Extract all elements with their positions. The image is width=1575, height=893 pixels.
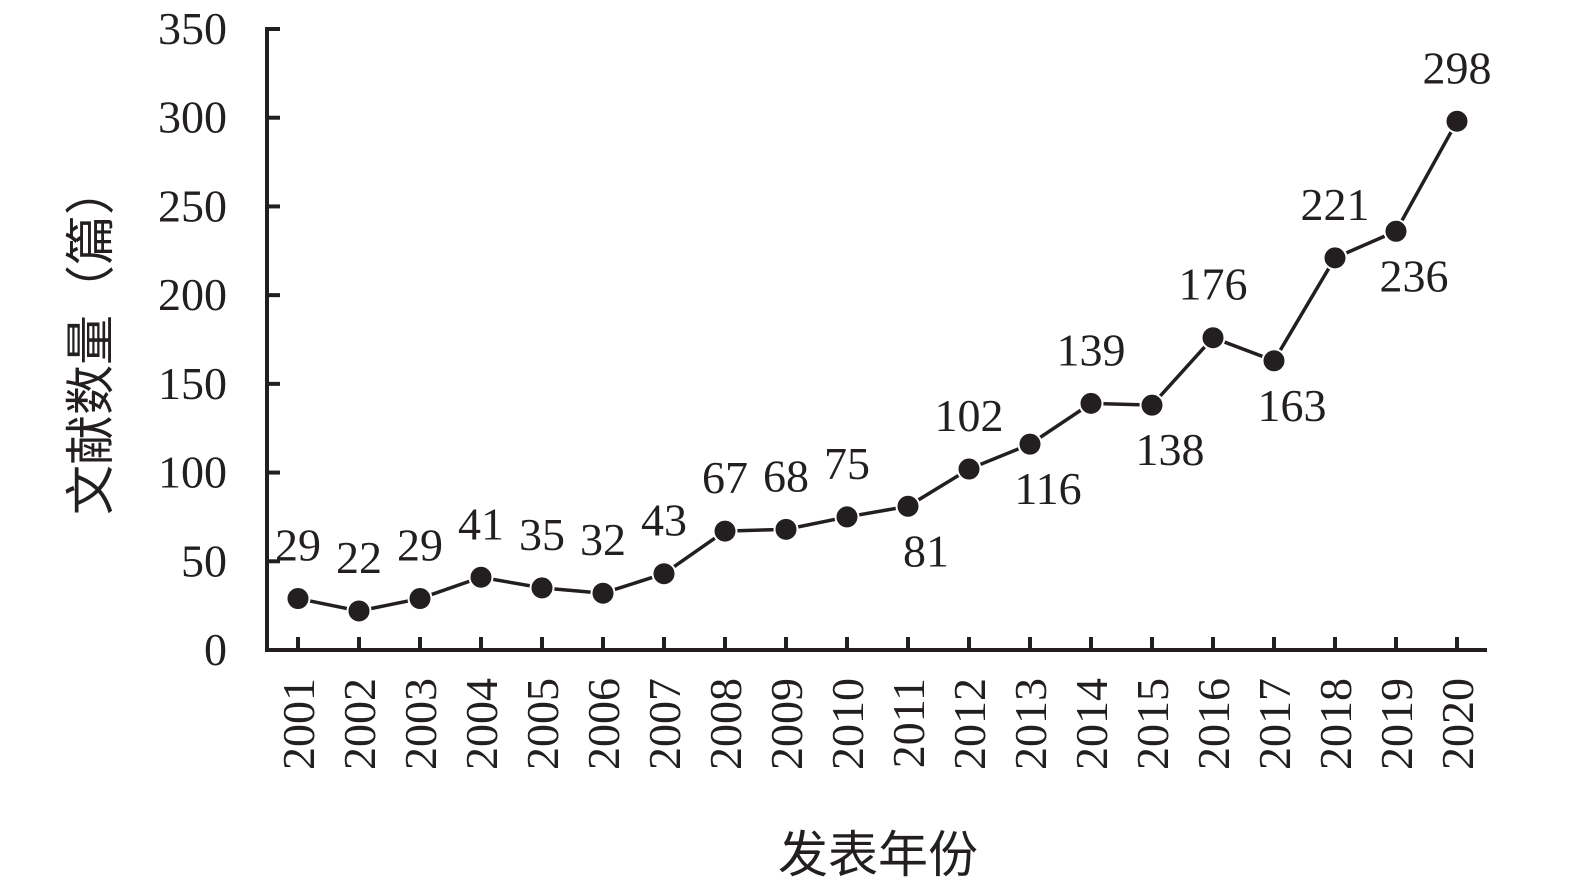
data-label: 32 [580,514,626,565]
y-tick-label: 50 [181,535,227,586]
data-label: 67 [702,452,748,503]
data-label: 22 [336,532,382,583]
y-axis-title: 文献数量（篇） [63,165,119,515]
data-point [1444,108,1470,134]
data-label: 75 [824,438,870,489]
x-tick-label: 2005 [517,678,568,770]
x-tick-label: 2017 [1249,678,1300,770]
y-tick-label: 150 [158,358,227,409]
x-tick-label: 2012 [944,678,995,770]
data-point [834,504,860,530]
data-label: 236 [1380,250,1449,301]
data-label: 29 [275,520,321,571]
data-point [1017,431,1043,457]
data-point [1261,348,1287,374]
data-label: 163 [1258,380,1327,431]
data-point [1322,245,1348,271]
data-point [407,586,433,612]
data-point [1383,218,1409,244]
x-tick-label: 2002 [334,678,385,770]
x-tick-label: 2008 [700,678,751,770]
x-tick-label: 2010 [822,678,873,770]
data-label: 139 [1057,324,1126,375]
data-point [651,561,677,587]
data-point [590,580,616,606]
x-tick-label: 2020 [1432,678,1483,770]
y-tick-label: 350 [158,3,227,54]
data-label: 29 [397,520,443,571]
data-label: 298 [1423,42,1492,93]
data-label: 221 [1301,179,1370,230]
data-point [895,493,921,519]
data-point [712,518,738,544]
data-label: 35 [519,509,565,560]
data-point [773,516,799,542]
x-tick-label: 2015 [1127,678,1178,770]
y-tick-label: 100 [158,447,227,498]
x-tick-label: 2019 [1371,678,1422,770]
data-point [346,598,372,624]
y-axis-ticks: 0 50 100 150 200 250 300 350 [158,3,280,675]
y-tick-label: 250 [158,180,227,231]
x-tick-label: 2016 [1188,678,1239,770]
x-tick-label: 2009 [761,678,812,770]
data-label: 81 [903,525,949,576]
data-point [468,564,494,590]
data-point [1078,390,1104,416]
x-tick-label: 2014 [1066,678,1117,770]
data-point [285,586,311,612]
x-axis-ticks: 2001 2002 2003 2004 2005 2006 2007 2008 2009 2010… [273,637,1483,770]
data-point [1139,392,1165,418]
y-tick-label: 0 [204,624,227,675]
data-point [956,456,982,482]
data-label: 41 [458,498,504,549]
data-label: 176 [1179,259,1248,310]
data-points [285,108,1470,624]
x-tick-label: 2013 [1005,678,1056,770]
data-label: 68 [763,450,809,501]
y-tick-label: 200 [158,269,227,320]
x-tick-label: 2018 [1310,678,1361,770]
y-tick-label: 300 [158,92,227,143]
data-point [1200,325,1226,351]
x-tick-label: 2003 [395,678,446,770]
data-label: 43 [641,495,687,546]
data-point [529,575,555,601]
x-tick-label: 2001 [273,678,324,770]
x-tick-label: 2004 [456,678,507,770]
data-label: 116 [1014,463,1081,514]
x-tick-label: 2006 [578,678,629,770]
x-tick-label: 2007 [639,678,690,770]
x-axis-title: 发表年份 [778,827,978,883]
data-label: 102 [935,390,1004,441]
x-tick-label: 2011 [883,678,934,768]
data-label: 138 [1136,424,1205,475]
